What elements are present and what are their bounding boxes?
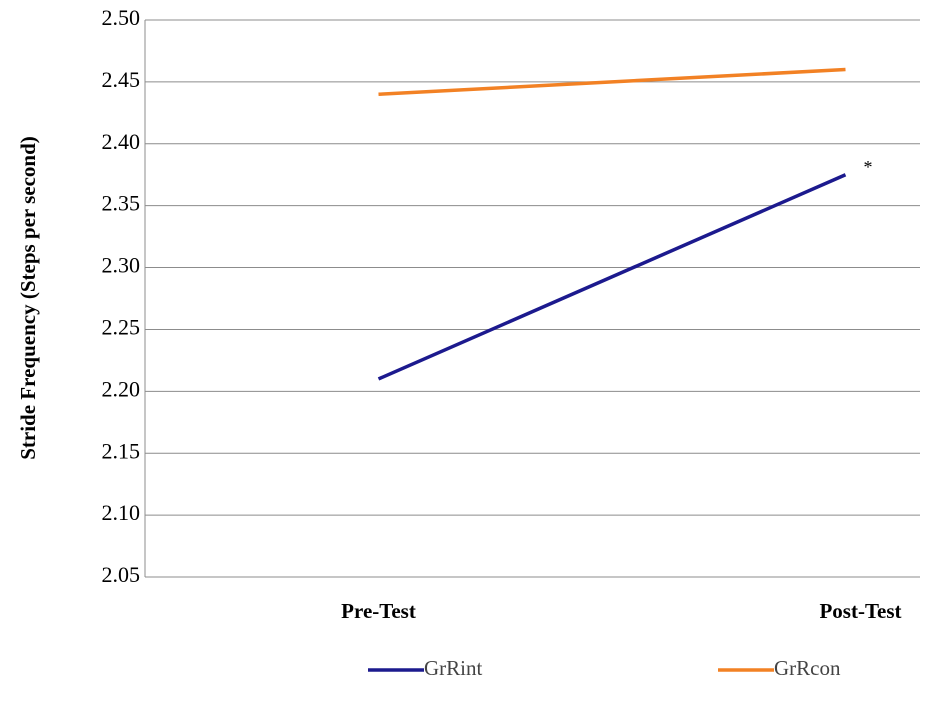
x-tick-label: Post-Test: [819, 599, 901, 623]
legend-label: GrRcon: [774, 656, 841, 680]
y-tick-label: 2.25: [102, 314, 141, 339]
y-tick-label: 2.30: [102, 253, 141, 278]
y-tick-label: 2.35: [102, 191, 141, 216]
y-axis-label: Stride Frequency (Steps per second): [16, 136, 40, 460]
y-tick-label: 2.05: [102, 562, 141, 587]
x-tick-label: Pre-Test: [341, 599, 416, 623]
annotation: *: [864, 157, 873, 177]
y-tick-label: 2.20: [102, 376, 141, 401]
y-tick-label: 2.50: [102, 5, 141, 30]
y-tick-label: 2.15: [102, 438, 141, 463]
series-line: [377, 173, 847, 381]
y-tick-label: 2.40: [102, 129, 141, 154]
y-tick-label: 2.10: [102, 500, 141, 525]
legend-label: GrRint: [424, 656, 483, 680]
series-line: [378, 67, 846, 97]
y-tick-label: 2.45: [102, 67, 141, 92]
